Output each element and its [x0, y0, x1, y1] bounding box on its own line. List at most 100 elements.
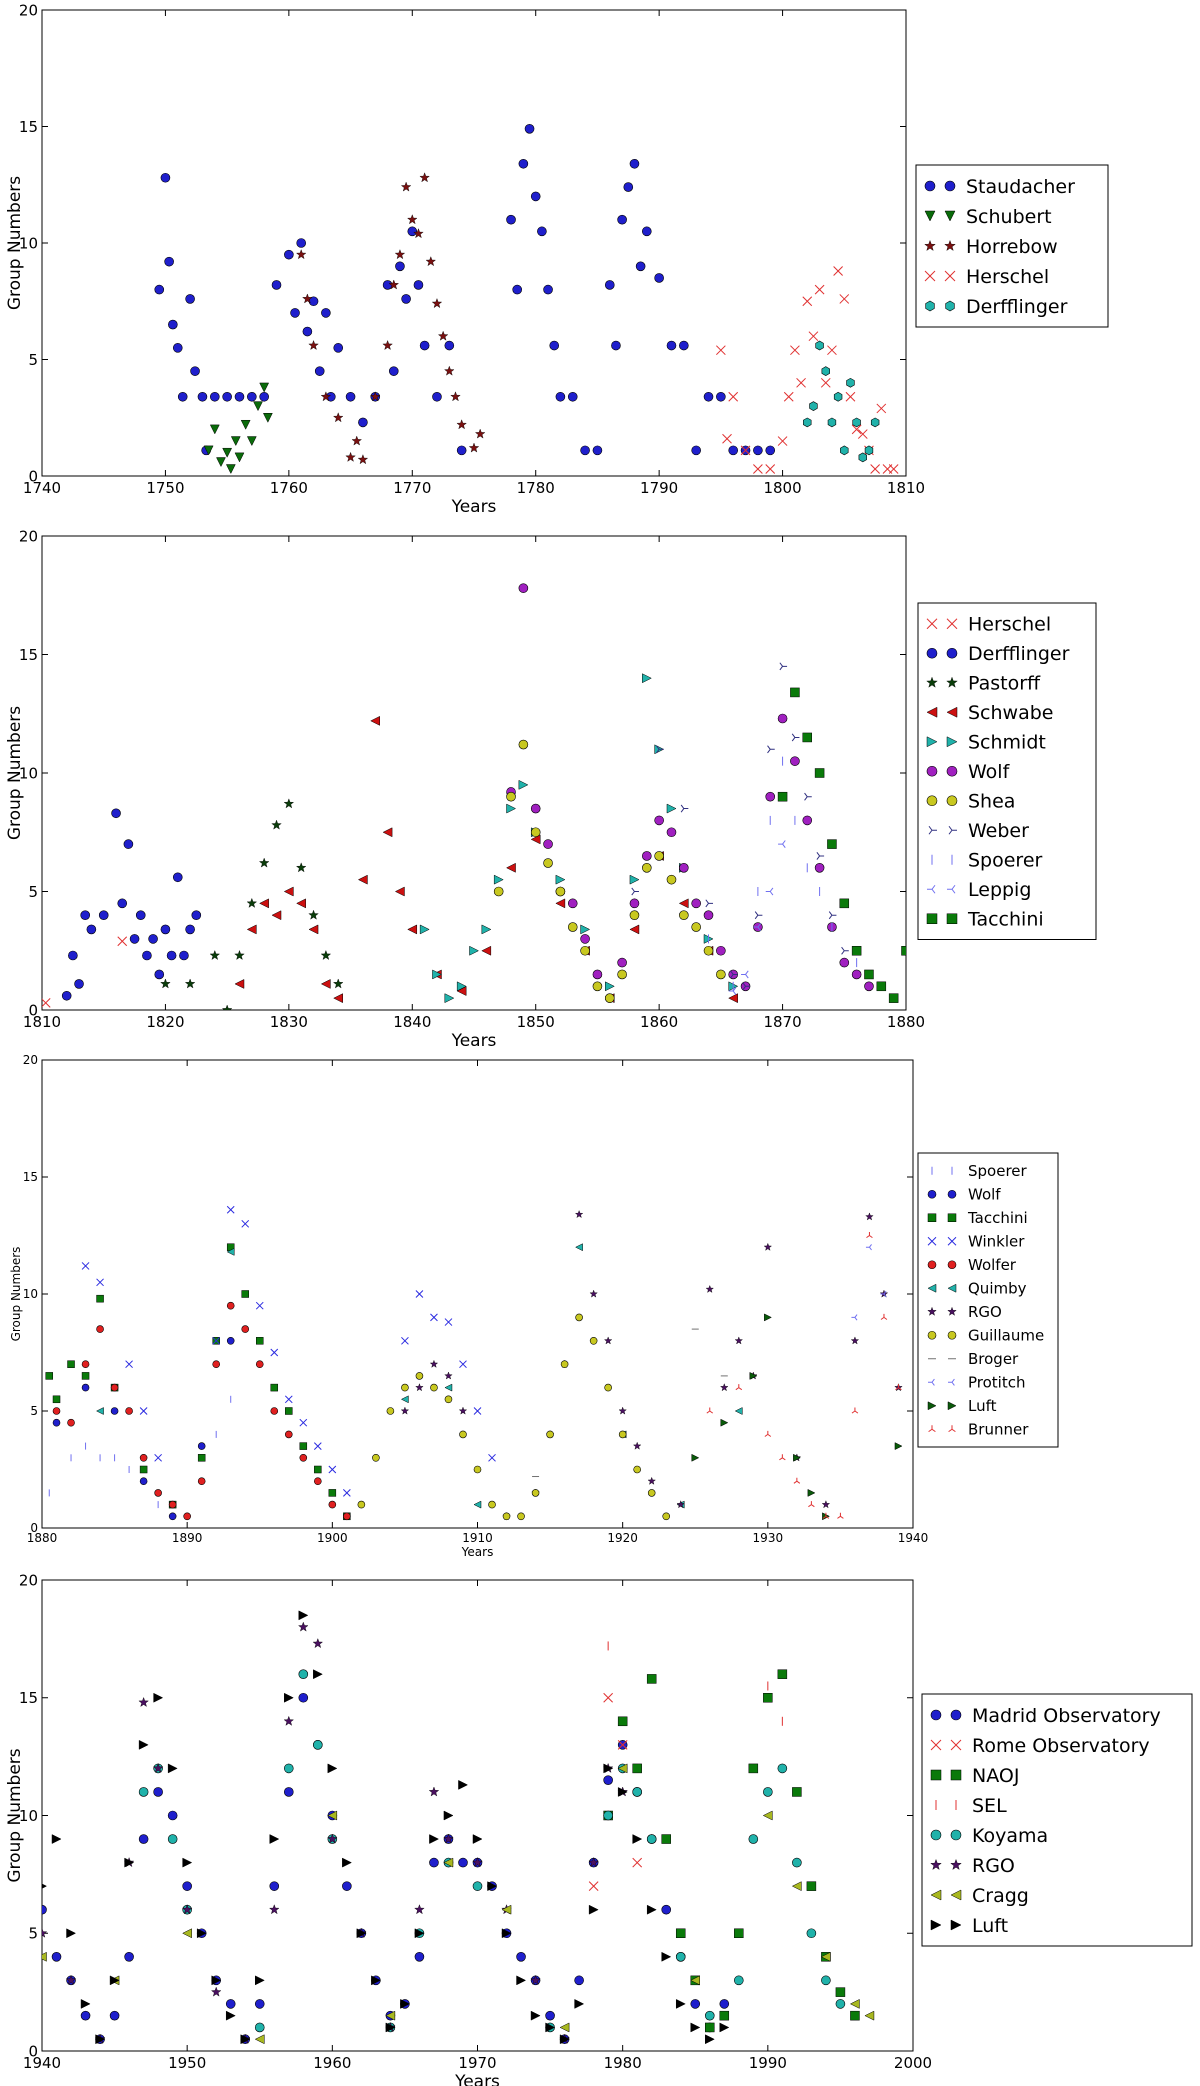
data-point [225, 2010, 236, 2021]
data-point [234, 391, 245, 402]
legend-item: Herschel [924, 266, 1049, 288]
legend-marker [924, 270, 936, 282]
data-point [458, 1406, 468, 1415]
data-point [516, 1952, 526, 1962]
data-point [567, 922, 578, 932]
data-point [258, 857, 270, 868]
data-point [117, 898, 128, 909]
data-point [543, 858, 553, 868]
data-point [327, 1833, 338, 1844]
data-point [592, 981, 603, 992]
data-point [240, 2034, 251, 2045]
data-point [51, 1952, 62, 1962]
legend-marker [927, 1236, 937, 1246]
legend-item: Quimby [927, 1280, 1027, 1298]
legend-marker [947, 884, 956, 894]
data-point [342, 1857, 352, 1868]
data-point [81, 1372, 90, 1380]
data-point [285, 1407, 293, 1415]
data-point [138, 1739, 149, 1750]
legend-marker [927, 1283, 937, 1293]
data-point [154, 284, 165, 295]
x-tick-label: 1740 [23, 479, 61, 497]
data-point [222, 447, 233, 458]
series-wolf [52, 1337, 235, 1521]
data-point [679, 910, 689, 921]
data-point [160, 924, 171, 935]
data-point [332, 412, 344, 423]
data-point [414, 1952, 425, 1962]
data-point [870, 464, 880, 474]
data-point [225, 1999, 236, 2009]
data-point [654, 851, 664, 861]
legend-item: Herschel [926, 614, 1051, 636]
data-point [589, 1337, 598, 1345]
series-tacchini [777, 687, 906, 1003]
data-point [735, 1384, 743, 1391]
data-point [259, 382, 270, 393]
data-point [793, 1453, 801, 1462]
legend-marker [946, 706, 958, 718]
data-point [168, 1512, 177, 1521]
data-point [139, 1407, 148, 1415]
data-point [42, 1904, 47, 1915]
data-point [629, 158, 640, 169]
data-point [531, 1489, 540, 1497]
legend-item: Protitch [928, 1374, 1025, 1392]
data-point [473, 1465, 482, 1474]
legend-label: Wolf [968, 761, 1011, 783]
series-derfflinger [61, 808, 202, 1001]
data-point [827, 345, 837, 356]
data-point [851, 1314, 858, 1321]
data-point [803, 417, 812, 428]
legend-label: Wolf [968, 1186, 1001, 1204]
data-point [705, 1284, 714, 1293]
y-tick-label: 5 [28, 883, 38, 901]
data-point [428, 1786, 440, 1797]
data-point [728, 391, 739, 402]
data-point [749, 1371, 758, 1380]
data-point [502, 1512, 511, 1521]
data-point [753, 923, 761, 931]
data-point [81, 1360, 90, 1368]
x-tick-label: 1990 [749, 2054, 787, 2072]
data-point [179, 950, 189, 961]
data-point [618, 1430, 627, 1439]
data-point [629, 924, 640, 935]
data-point [271, 910, 282, 921]
legend-item: Koyama [930, 1825, 1048, 1847]
data-point [605, 981, 615, 992]
x-tick-label: 1940 [23, 2054, 61, 2072]
data-point [559, 2022, 570, 2033]
data-point [895, 1384, 902, 1391]
legend-label: Protitch [968, 1374, 1025, 1392]
series-wolfer [52, 1301, 351, 1521]
legend-label: Rome Observatory [972, 1735, 1150, 1757]
legend-item: Tacchini [927, 1209, 1028, 1227]
data-point [343, 1512, 351, 1521]
data-points [154, 124, 899, 475]
data-point [444, 1395, 453, 1404]
data-point [742, 982, 751, 991]
legend-marker [946, 618, 958, 630]
data-point [333, 993, 343, 1004]
data-point [617, 1763, 628, 1774]
data-point [210, 391, 220, 402]
y-tick-label: 0 [28, 2042, 38, 2060]
legend-marker [944, 180, 956, 192]
data-point [493, 874, 504, 885]
legend-item: Pastorff [926, 673, 1041, 695]
data-point [370, 715, 381, 726]
legend-label: Koyama [972, 1825, 1048, 1847]
legend-label: NAOJ [972, 1765, 1019, 1787]
data-point [167, 1810, 178, 1821]
data-point [196, 1928, 207, 1939]
data-point [646, 1674, 657, 1684]
data-point [444, 1318, 453, 1326]
data-point [185, 924, 195, 935]
legend-marker [927, 1330, 937, 1340]
data-point [270, 1348, 279, 1357]
data-point [443, 1810, 454, 1821]
y-tick-label: 20 [23, 1053, 38, 1067]
data-point [388, 279, 400, 290]
